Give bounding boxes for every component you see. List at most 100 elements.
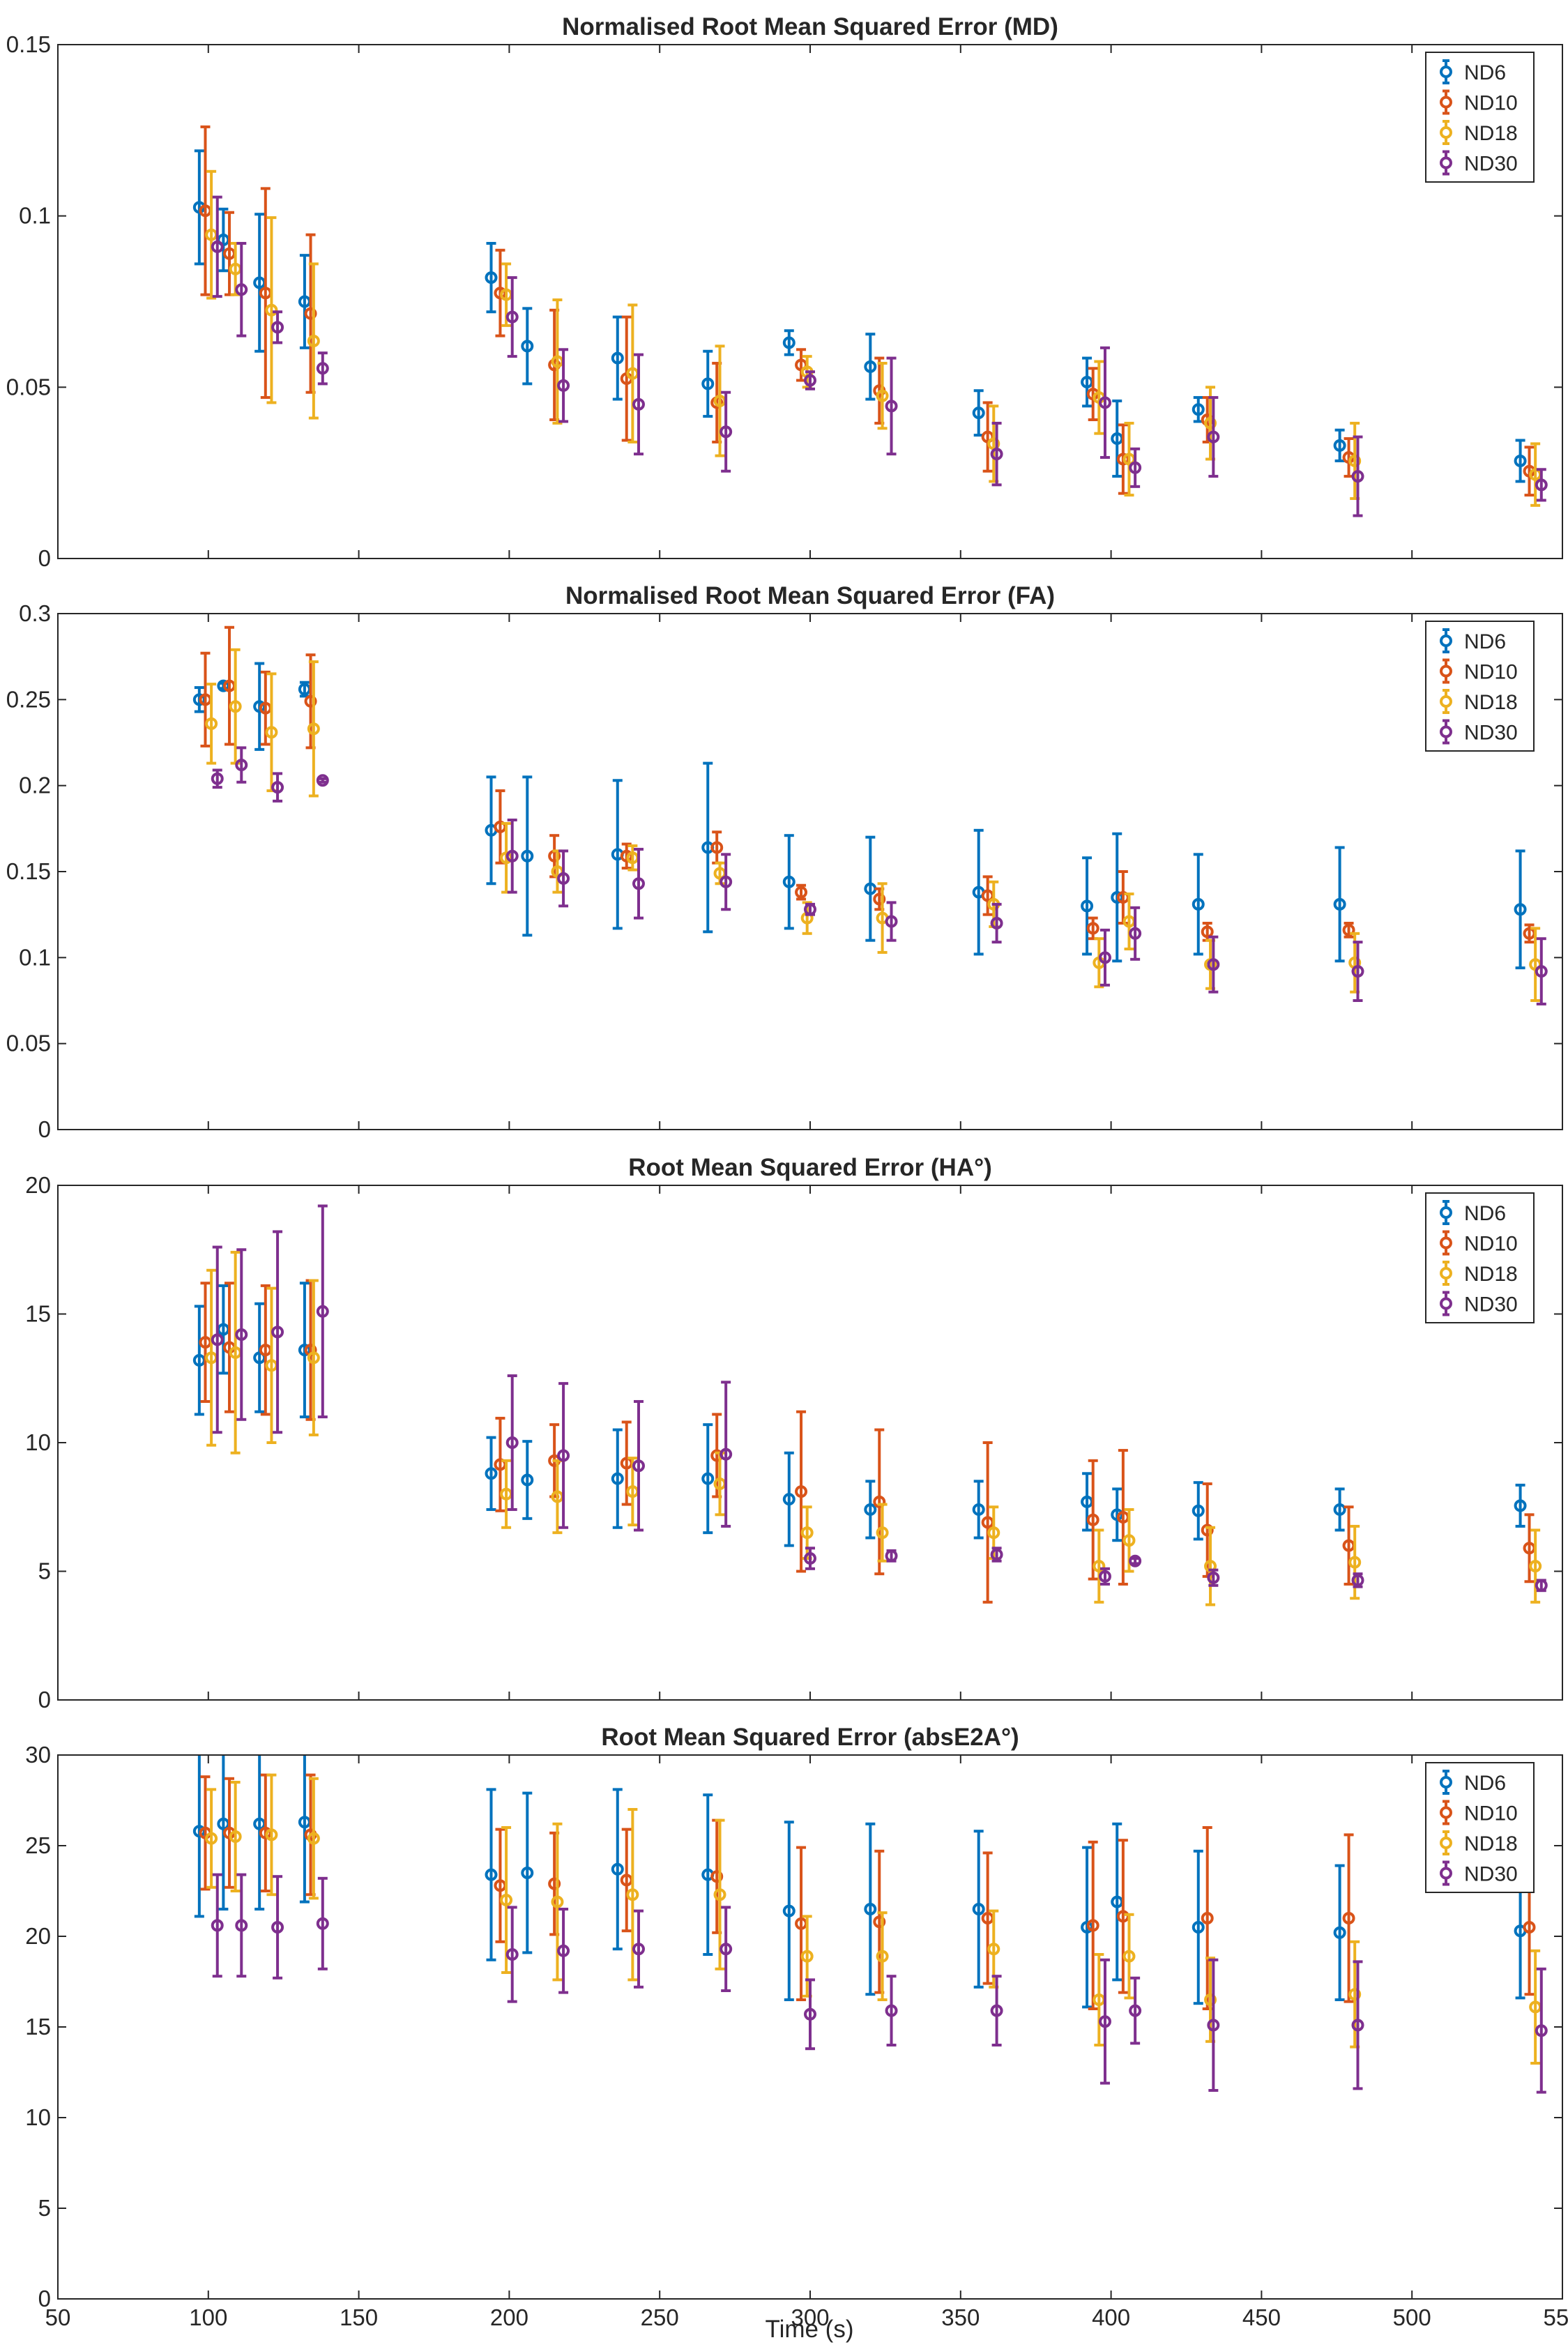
marker-circle	[1351, 470, 1364, 483]
marker-circle	[235, 283, 248, 296]
x-axis-label: Time (s)	[765, 2316, 853, 2343]
data-point-nd6	[192, 1305, 206, 1416]
data-point-nd18	[205, 1788, 218, 1889]
marker-circle	[1201, 1524, 1214, 1537]
marker-circle	[864, 360, 877, 373]
marker-circle	[211, 240, 224, 253]
data-point-nd30	[505, 1374, 519, 1511]
marker-circle	[804, 2007, 816, 2021]
data-point-nd30	[632, 847, 645, 920]
data-point-nd30	[1098, 346, 1111, 459]
series-nd18	[205, 1773, 1542, 2065]
data-point-nd6	[485, 241, 498, 314]
legend-item-nd30: ND30	[1440, 1860, 1518, 1886]
data-point-nd6	[1192, 1849, 1205, 2005]
data-point-nd6	[864, 1480, 877, 1540]
data-point-nd30	[804, 1978, 816, 2051]
data-point-nd30	[720, 853, 733, 911]
chart-title: Root Mean Squared Error (HA°)	[628, 1154, 992, 1181]
marker-circle	[795, 1485, 808, 1498]
legend-item-nd30: ND30	[1440, 1291, 1518, 1316]
marker-circle	[800, 1950, 814, 1963]
legend-marker	[1440, 96, 1452, 109]
legend-label: ND30	[1464, 1863, 1518, 1886]
marker-circle	[235, 1328, 248, 1342]
legend: ND6 ND10 ND18 ND30	[1425, 621, 1535, 752]
marker-circle	[1333, 897, 1346, 911]
data-point-nd6	[782, 834, 796, 930]
marker-circle	[1098, 1570, 1111, 1583]
data-point-nd6	[611, 1428, 624, 1529]
data-point-nd6	[611, 1788, 624, 1951]
marker-circle	[521, 1867, 534, 1879]
data-point-nd18	[1093, 1528, 1106, 1604]
data-point-nd30	[271, 310, 284, 344]
y-tick-label: 0.05	[6, 374, 51, 400]
chart-title: Normalised Root Mean Squared Error (MD)	[562, 13, 1058, 40]
marker-circle	[316, 1305, 329, 1318]
legend-item-nd30: ND30	[1440, 150, 1518, 176]
series-nd18	[205, 1250, 1542, 1607]
marker-circle	[521, 1473, 534, 1487]
data-point-nd18	[987, 1909, 1000, 1989]
data-point-nd6	[972, 1830, 985, 1989]
plot-area	[192, 1755, 1548, 2094]
y-tick-label: 0	[38, 1116, 51, 1142]
data-point-nd6	[864, 333, 877, 401]
data-point-nd6	[1333, 1487, 1346, 1532]
marker-circle	[265, 303, 278, 317]
data-point-nd18	[626, 1808, 639, 1982]
data-point-nd30	[211, 195, 224, 298]
marker-circle	[1523, 1921, 1536, 1934]
y-tick-label: 0	[38, 2286, 51, 2311]
marker-circle	[804, 1552, 816, 1565]
data-point-nd30	[505, 819, 519, 894]
marker-circle	[211, 772, 224, 785]
marker-circle	[1081, 899, 1094, 913]
marker-circle	[710, 1870, 724, 1883]
data-point-nd30	[1098, 1567, 1111, 1586]
data-point-nd6	[864, 1822, 877, 1996]
marker-circle	[1348, 1988, 1362, 2001]
data-point-nd30	[235, 1248, 248, 1421]
marker-circle	[485, 1868, 498, 1881]
marker-circle	[710, 841, 724, 854]
marker-circle	[1342, 923, 1355, 936]
marker-circle	[873, 1915, 886, 1929]
data-point-nd6	[1192, 396, 1205, 423]
marker-circle	[1098, 951, 1111, 964]
marker-circle	[990, 917, 1003, 929]
marker-circle	[304, 307, 317, 320]
marker-circle	[1201, 1912, 1214, 1924]
marker-circle	[557, 379, 570, 392]
marker-circle	[713, 1888, 726, 1901]
y-tick-label: 20	[25, 1923, 51, 1949]
marker-circle	[1348, 454, 1362, 467]
marker-circle	[795, 886, 808, 899]
marker-circle	[1333, 439, 1346, 452]
marker-circle	[1086, 1513, 1099, 1526]
data-point-nd6	[701, 1423, 715, 1535]
x-tick-label: 250	[641, 2304, 679, 2330]
marker-circle	[1201, 925, 1214, 939]
data-point-nd18	[876, 1911, 889, 2001]
legend-marker	[1440, 664, 1452, 678]
marker-circle	[876, 1526, 889, 1540]
data-point-nd30	[235, 746, 248, 784]
data-point-nd30	[1351, 1572, 1364, 1588]
chart-panel-4: Root Mean Squared Error (absE2A°) 0 5 10 15 2…	[25, 1724, 1568, 2330]
data-point-nd10	[795, 883, 808, 901]
data-point-nd10	[1342, 1833, 1355, 2003]
marker-circle	[972, 1903, 985, 1915]
marker-circle	[271, 1921, 284, 1934]
data-point-nd6	[782, 1451, 796, 1547]
data-point-nd6	[1192, 853, 1205, 956]
data-point-nd6	[864, 835, 877, 942]
x-tick-label: 500	[1393, 2304, 1431, 2330]
data-point-nd30	[271, 772, 284, 803]
data-point-nd18	[876, 882, 889, 954]
marker-circle	[1333, 1926, 1346, 1939]
marker-circle	[1514, 903, 1527, 916]
marker-circle	[632, 1459, 645, 1473]
